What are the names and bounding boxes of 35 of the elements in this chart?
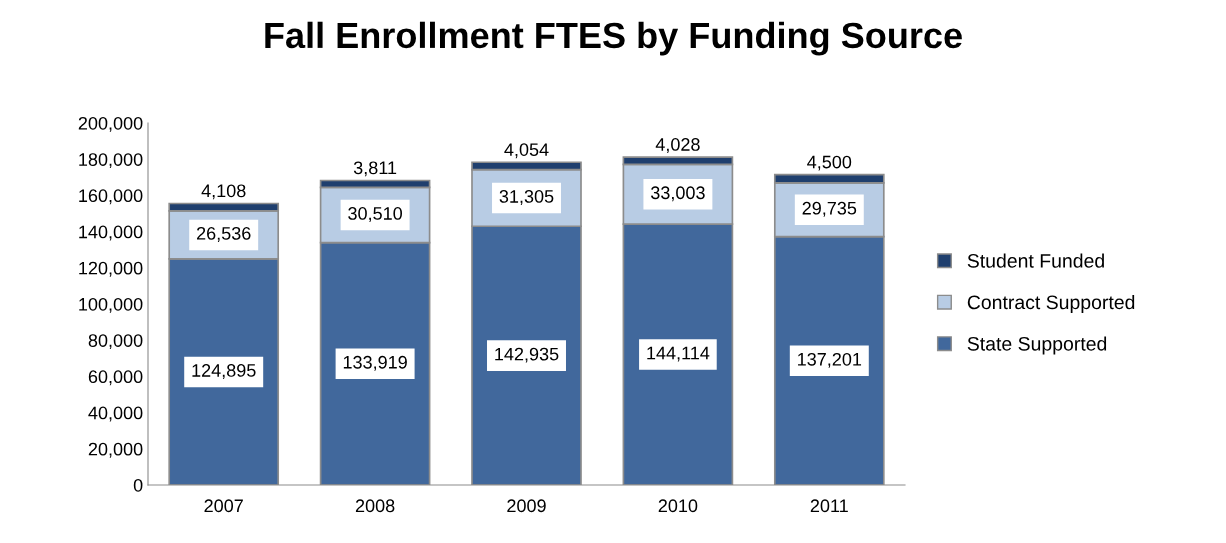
y-tick-label: 120,000 bbox=[79, 261, 143, 277]
data-label: 137,201 bbox=[798, 352, 862, 368]
data-label: 4,054 bbox=[504, 143, 549, 159]
x-tick-label: 2008 bbox=[355, 499, 395, 513]
data-label: 4,028 bbox=[655, 138, 700, 153]
chart-title: Fall Enrollment FTES by Funding Source bbox=[265, 21, 962, 56]
y-tick-label: 40,000 bbox=[88, 406, 143, 422]
data-label: 4,108 bbox=[201, 184, 246, 200]
data-label: 29,735 bbox=[802, 201, 857, 217]
data-label: 31,305 bbox=[499, 190, 554, 205]
y-tick-label: 0 bbox=[133, 478, 143, 492]
y-tick-label: 80,000 bbox=[88, 334, 143, 350]
legend-label: Student Funded bbox=[967, 253, 1104, 268]
y-tick-label: 60,000 bbox=[88, 370, 143, 386]
x-tick-label: 2009 bbox=[507, 499, 546, 513]
data-label: 133,919 bbox=[343, 355, 407, 371]
data-label: 33,003 bbox=[650, 186, 705, 202]
x-tick-label: 2011 bbox=[810, 499, 848, 513]
data-label: 3,811 bbox=[353, 161, 397, 177]
data-label: 124,895 bbox=[192, 364, 256, 379]
data-label: 30,510 bbox=[348, 207, 403, 222]
y-tick-label: 20,000 bbox=[88, 442, 143, 458]
y-tick-label: 140,000 bbox=[79, 225, 143, 241]
y-tick-label: 200,000 bbox=[78, 116, 143, 132]
y-tick-label: 160,000 bbox=[79, 189, 143, 205]
legend-label: State Supported bbox=[967, 336, 1107, 355]
legend-label: Contract Supported bbox=[967, 294, 1135, 314]
data-label: 4,500 bbox=[807, 155, 852, 171]
data-label: 26,536 bbox=[197, 226, 251, 242]
x-tick-label: 2010 bbox=[658, 499, 698, 513]
data-label: 142,935 bbox=[495, 347, 559, 363]
x-tick-label: 2007 bbox=[204, 499, 243, 513]
y-tick-label: 180,000 bbox=[79, 153, 143, 169]
data-label: 144,114 bbox=[647, 346, 710, 362]
y-tick-label: 100,000 bbox=[79, 297, 143, 313]
